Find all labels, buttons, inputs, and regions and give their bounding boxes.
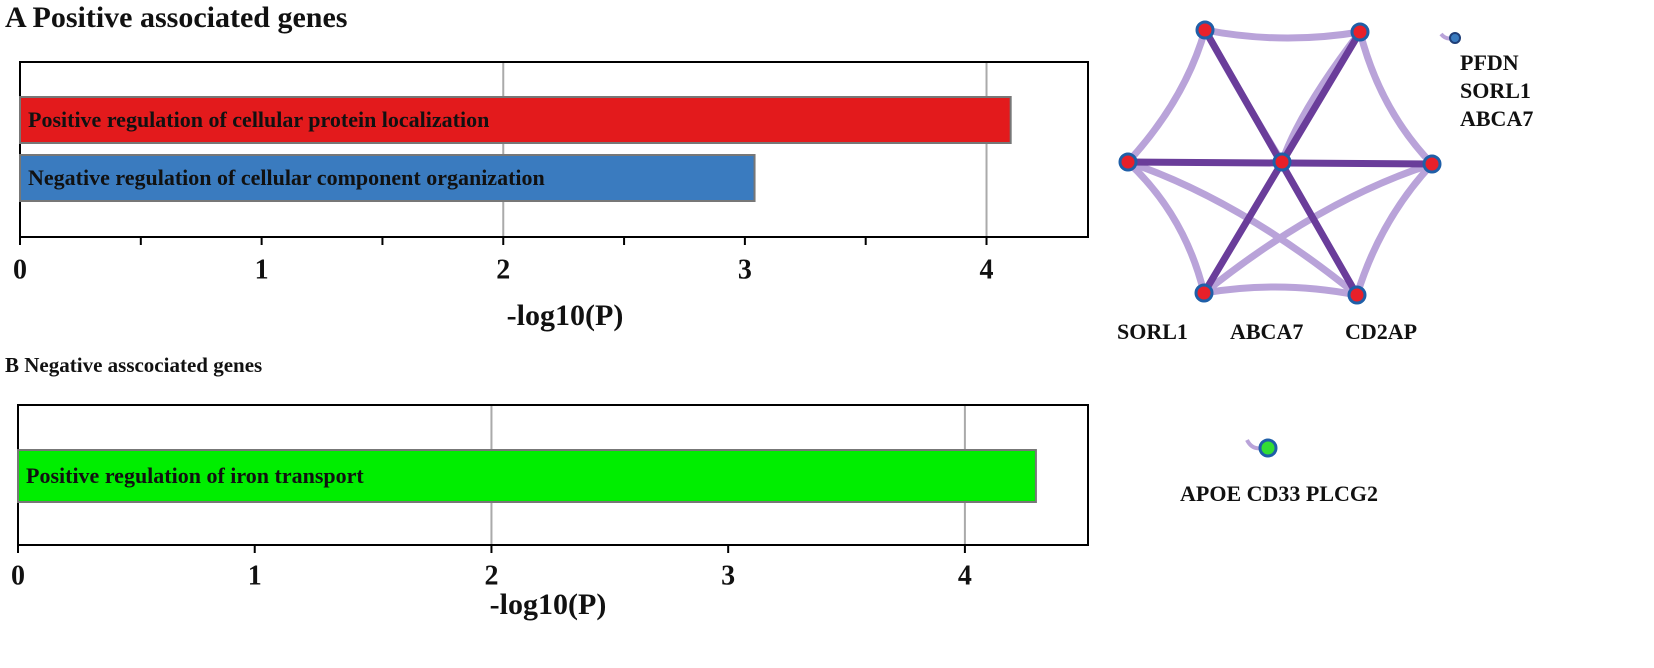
x-tick-label: 3 [721,560,735,591]
x-tick-label: 0 [11,560,25,591]
bar-label: Positive regulation of iron transport [26,463,364,488]
bar [17,449,1037,503]
network-a [1118,20,1461,305]
bar-label: Negative regulation of cellular componen… [28,165,545,190]
network-label: ABCA7 [1460,106,1533,131]
network-b [1245,438,1278,458]
network-label: APOE CD33 PLCG2 [1180,481,1378,506]
network-label: SORL1 [1117,319,1188,344]
x-axis-label: -log10(P) [507,299,624,332]
bar-label: Positive regulation of cellular protein … [28,107,489,132]
network-label: ABCA7 [1230,319,1303,344]
chart-title: B Negative asscociated genes [5,353,262,377]
x-tick-label: 1 [255,254,269,285]
x-tick-label: 4 [980,254,994,285]
x-tick-label: 2 [496,254,510,285]
x-tick-label: 4 [958,560,972,591]
x-tick-label: 3 [738,254,752,285]
network-label: CD2AP [1345,319,1417,344]
chart-title: A Positive associated genes [5,1,347,34]
x-axis-label: -log10(P) [490,588,607,621]
network-label: SORL1 [1460,78,1531,103]
plot-frame [19,61,1089,238]
x-tick-label: 2 [484,560,498,591]
x-tick-label: 1 [248,560,262,591]
network-label: PFDN [1460,50,1519,75]
x-tick-label: 0 [13,254,27,285]
bar [19,96,1012,144]
bar [19,154,756,202]
